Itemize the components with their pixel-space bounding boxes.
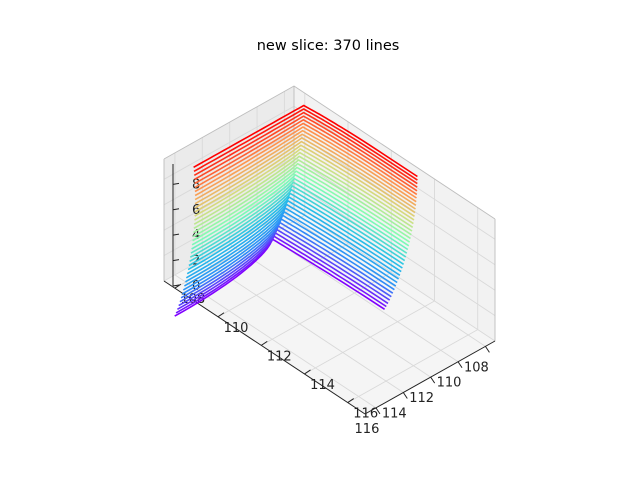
series-line-17: [190, 181, 408, 254]
z-tick-6: [172, 208, 180, 211]
x-tick-label-110: 110: [437, 376, 462, 391]
series-line-26: [194, 148, 415, 221]
series-line-13: [187, 196, 403, 271]
series-line-29: [194, 137, 416, 210]
series-line-31: [194, 129, 417, 203]
series-line-15: [189, 188, 406, 262]
series-line-37: [193, 108, 418, 181]
series-line-19: [191, 174, 410, 247]
series-line-27: [194, 144, 415, 217]
y-tick-110: [217, 312, 225, 318]
series-line-18: [191, 177, 409, 251]
x-tick-label-114: 114: [382, 406, 407, 421]
pane-back-left: [294, 86, 495, 341]
series-line-14: [188, 192, 405, 267]
series-line-36: [193, 111, 418, 185]
z-tick-0: [172, 284, 180, 287]
z-tick-label-8: 8: [192, 177, 200, 192]
y-tick-label-116: 116: [353, 407, 378, 422]
z-tick-4: [172, 233, 180, 236]
series-line-20: [192, 170, 411, 243]
series-line-32: [194, 126, 417, 199]
series-line-38: [193, 104, 418, 178]
x-tick-110: [457, 361, 463, 369]
y-tick-116: [347, 398, 354, 403]
y-tick-label-114: 114: [310, 378, 335, 393]
x-tick-112: [430, 376, 436, 384]
series-line-30: [194, 133, 417, 206]
y-tick-label-110: 110: [224, 321, 249, 336]
y-tick-114: [304, 369, 311, 375]
y-tick-112: [260, 340, 268, 346]
series-line-22: [193, 162, 412, 236]
z-tick-2: [172, 259, 180, 262]
x-tick-label-116: 116: [355, 422, 380, 437]
series-line-21: [192, 166, 411, 240]
series-line-34: [194, 119, 418, 192]
y-tick-108: [174, 283, 182, 289]
series-line-28: [194, 140, 416, 214]
series-line-33: [194, 122, 418, 196]
data-lines: [174, 104, 418, 317]
x-tick-114: [402, 392, 408, 399]
series-line-16: [189, 185, 407, 258]
x-tick-label-112: 112: [409, 391, 434, 406]
y-tick-label-112: 112: [267, 349, 292, 364]
chart-title: new slice: 370 lines: [257, 38, 400, 54]
x-tick-108: [485, 346, 490, 353]
x-tick-label-108: 108: [464, 360, 489, 375]
z-tick-label-6: 6: [192, 203, 200, 218]
series-line-24: [193, 155, 414, 228]
series-line-35: [194, 115, 418, 188]
z-tick-8: [172, 182, 180, 185]
x-axis-line: [364, 340, 496, 415]
x-tick-116: [375, 407, 381, 415]
series-line-23: [193, 159, 413, 232]
series-line-25: [194, 151, 414, 225]
